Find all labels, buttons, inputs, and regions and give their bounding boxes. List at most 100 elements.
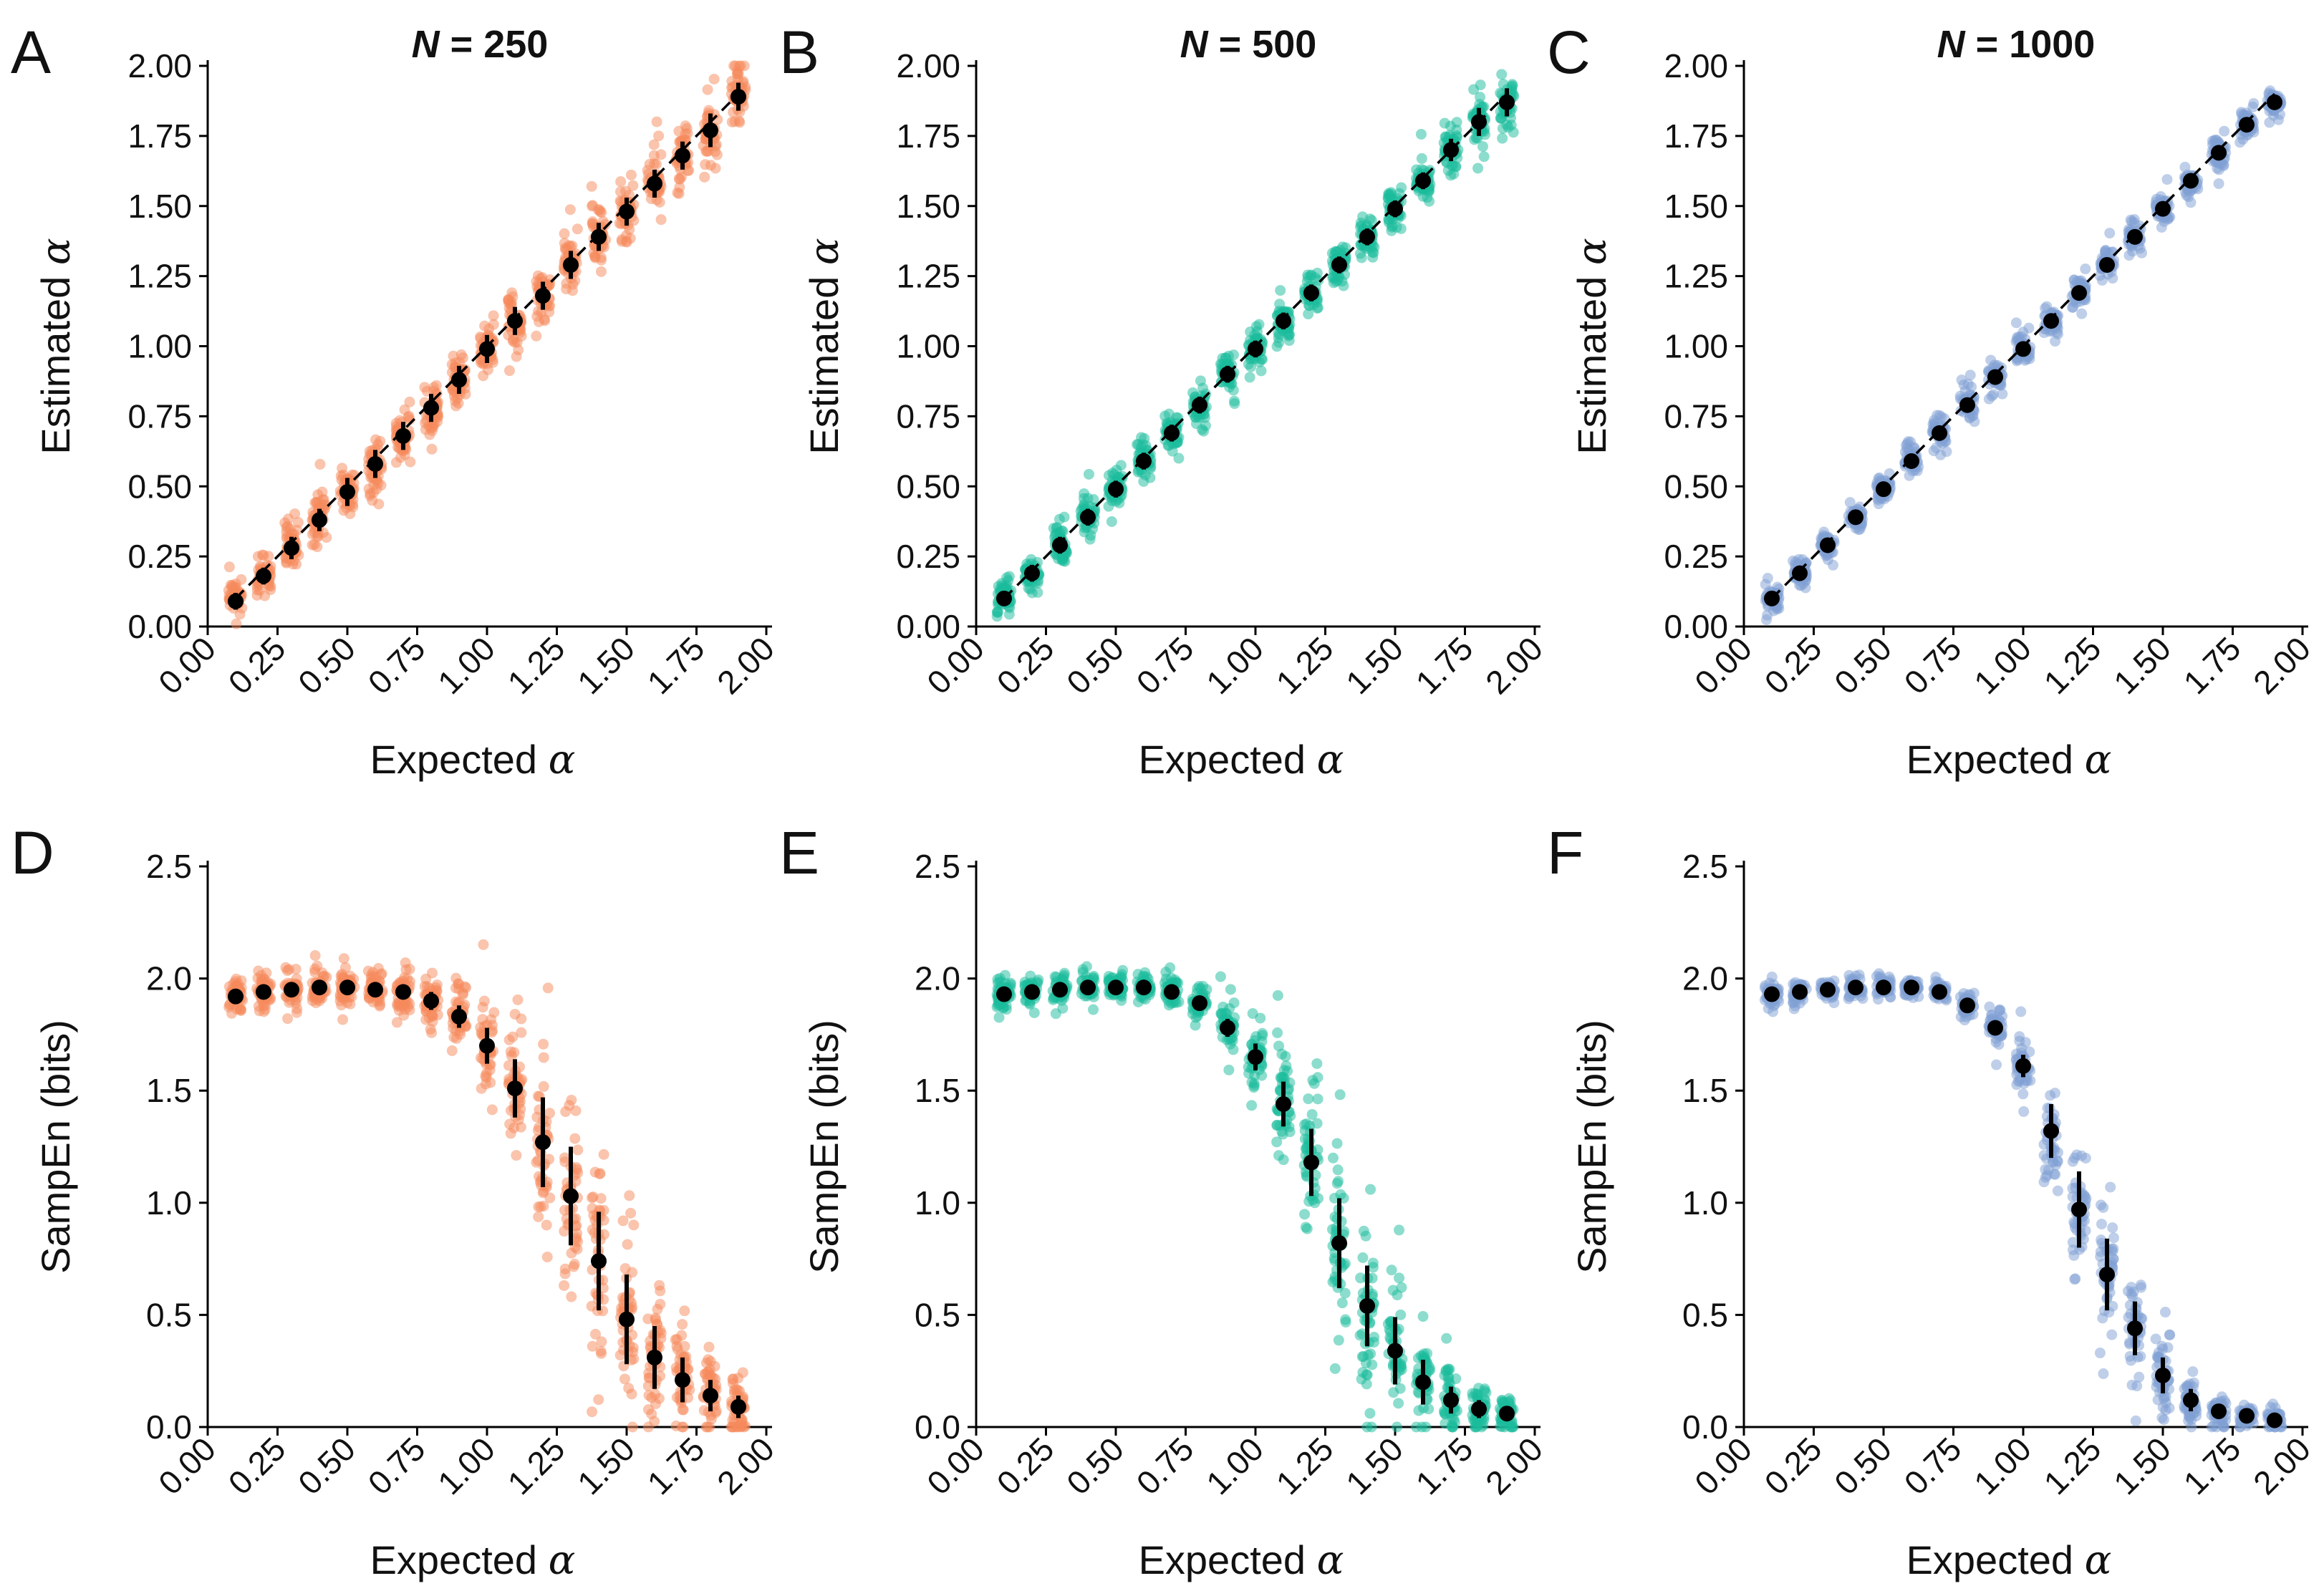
replicate-point — [1271, 1120, 1283, 1131]
replicate-point — [1361, 1421, 1373, 1433]
mean-point — [1248, 1049, 1263, 1065]
replicate-point — [655, 1285, 666, 1297]
replicate-point — [426, 443, 438, 455]
replicate-point — [589, 1328, 601, 1340]
replicate-point — [1391, 1421, 1402, 1433]
replicate-point — [699, 171, 710, 183]
replicate-point — [1788, 555, 1799, 566]
replicate-point — [373, 498, 385, 510]
x-tick-label: 2.00 — [710, 629, 781, 701]
x-tick-label: 1.50 — [1339, 629, 1410, 701]
mean-point — [703, 122, 718, 139]
replicate-point — [572, 223, 583, 235]
replicate-point — [2161, 174, 2173, 185]
mean-point — [1499, 1406, 1515, 1422]
replicate-point — [1003, 609, 1015, 620]
replicate-point — [1365, 1184, 1376, 1195]
replicate-point — [541, 1219, 552, 1231]
replicate-point — [652, 1304, 663, 1315]
replicate-point — [566, 285, 578, 296]
y-tick-label: 0.25 — [1664, 538, 1728, 575]
replicate-point — [1416, 153, 1427, 164]
replicate-point — [1056, 555, 1068, 566]
mean-point — [1220, 366, 1235, 382]
replicate-point — [284, 964, 295, 975]
replicate-point — [515, 1121, 526, 1133]
x-tick-label: 1.50 — [570, 629, 642, 701]
replicate-point — [453, 983, 464, 995]
replicate-point — [595, 266, 607, 277]
replicate-point — [654, 196, 665, 208]
replicate-point — [614, 195, 626, 207]
replicate-point — [1307, 1075, 1318, 1086]
replicate-point — [1083, 468, 1094, 480]
y-axis-label-text: SampEn (bits) — [33, 1020, 78, 1274]
replicate-point — [1393, 1398, 1404, 1409]
mean-point — [1387, 1343, 1403, 1359]
x-tick-label: 0.75 — [360, 629, 432, 701]
x-tick-label: 1.25 — [500, 1430, 572, 1501]
replicate-point — [1935, 449, 1947, 460]
x-tick-label: 1.75 — [2176, 1430, 2247, 1501]
y-tick-label: 1.0 — [915, 1184, 960, 1222]
y-axis-label: Estimated α — [33, 238, 79, 454]
replicate-point — [679, 1340, 690, 1352]
mean-point — [1876, 481, 1891, 498]
replicate-point — [291, 1003, 303, 1015]
replicate-point — [1331, 1138, 1343, 1149]
x-tick-label: 0.50 — [1059, 1430, 1131, 1501]
mean-point — [284, 982, 299, 998]
replicate-point — [539, 314, 550, 325]
mean-point — [228, 988, 244, 1005]
replicate-point — [477, 1014, 488, 1025]
replicate-point — [1469, 134, 1480, 145]
replicate-points — [1759, 968, 2287, 1433]
x-tick-label: 0.75 — [1129, 1430, 1200, 1501]
replicate-point — [1395, 223, 1407, 234]
x-tick-label: 0.50 — [1827, 629, 1899, 701]
mean-point — [1164, 425, 1180, 441]
y-axis-label: SampEn (bits) — [33, 1020, 78, 1274]
replicate-point — [1966, 381, 1977, 392]
title-variable: N — [1180, 23, 1209, 66]
y-tick-label: 2.5 — [915, 848, 960, 885]
x-tick-label: 0.25 — [221, 629, 292, 701]
y-tick-label: 1.5 — [915, 1072, 960, 1109]
replicate-point — [1303, 309, 1314, 320]
replicate-point — [1451, 132, 1462, 143]
replicate-point — [569, 1133, 581, 1144]
replicate-point — [2104, 228, 2116, 239]
replicate-point — [1368, 1337, 1379, 1348]
replicate-point — [2219, 125, 2230, 137]
y-tick-label: 0.5 — [915, 1296, 960, 1333]
mean-point — [1471, 114, 1487, 130]
y-axis-label-symbol: α — [33, 238, 79, 265]
replicate-point — [731, 1383, 742, 1395]
replicate-point — [625, 169, 637, 180]
replicate-point — [404, 396, 415, 407]
replicate-point — [1497, 132, 1508, 144]
replicate-point — [1361, 1378, 1372, 1390]
x-tick-label: 1.50 — [2106, 629, 2178, 701]
replicate-point — [419, 382, 430, 393]
replicate-point — [2123, 250, 2135, 261]
y-tick-label: 1.75 — [896, 117, 960, 155]
replicate-point — [1339, 1287, 1351, 1299]
replicate-point — [1424, 195, 1435, 207]
replicate-point — [1762, 609, 1773, 621]
x-tick-label: 1.00 — [1967, 1430, 2038, 1501]
replicate-point — [1248, 1080, 1260, 1091]
x-tick-label: 2.00 — [1478, 1430, 1550, 1501]
replicate-point — [1355, 1272, 1366, 1284]
replicate-point — [1423, 1403, 1435, 1415]
x-axis-label-symbol: α — [2085, 737, 2112, 783]
replicate-point — [1276, 1048, 1288, 1060]
title-variable: N — [1937, 23, 1966, 66]
replicate-point — [476, 1083, 487, 1094]
mean-point — [563, 256, 579, 273]
replicate-point — [1358, 1225, 1369, 1237]
mean-point — [1443, 142, 1459, 158]
replicate-point — [538, 1052, 549, 1063]
replicate-point — [587, 1406, 598, 1418]
mean-point — [367, 455, 383, 472]
